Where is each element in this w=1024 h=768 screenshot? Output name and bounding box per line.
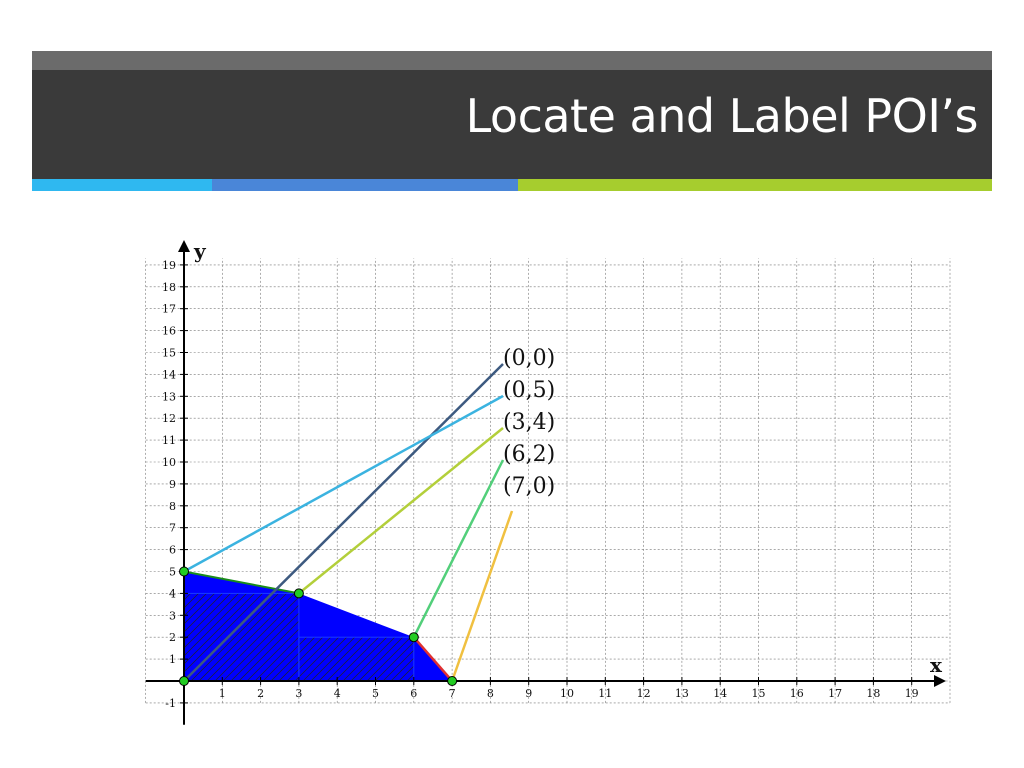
accent-bar-blue: [212, 179, 518, 191]
axes: xy: [145, 239, 946, 725]
y-tick-label: 5: [169, 566, 176, 579]
y-tick-label: 10: [162, 456, 176, 469]
point-label: (7,0): [503, 474, 555, 499]
point-label: (3,4): [503, 410, 555, 435]
x-tick-label: 13: [675, 687, 689, 700]
point-marker: [293, 588, 304, 599]
constraint-edge-right: [412, 636, 454, 682]
x-tick-label: 9: [525, 687, 532, 700]
y-tick-label: 6: [169, 544, 176, 557]
hatched-rect-left: [183, 592, 300, 682]
y-tick-label: 13: [162, 390, 176, 403]
x-tick-label: 3: [295, 687, 302, 700]
y-tick-label: 2: [169, 631, 176, 644]
y-tick-label: 14: [162, 368, 176, 381]
y-tick-label: 8: [169, 500, 176, 513]
leader-line: [412, 459, 505, 638]
y-tick-label: 19: [162, 259, 176, 272]
hatched-rect-right: [298, 636, 415, 682]
accent-bar-green: [518, 179, 992, 191]
slide-title: Locate and Label POI’s: [465, 89, 979, 143]
x-tick-label: 8: [487, 687, 494, 700]
y-tick-label: 7: [169, 522, 176, 535]
accent-bar-cyan: [32, 179, 212, 191]
y-tick-label: 17: [162, 303, 176, 316]
y-tick-label: 9: [169, 478, 176, 491]
x-tick-label: 10: [560, 687, 574, 700]
y-tick-label: 3: [169, 609, 176, 622]
constraint-edge-top: [183, 570, 300, 595]
y-tick-label: 1: [169, 653, 176, 666]
point-labels: (0,0) (0,5) (3,4) (6,2) (7,0): [503, 346, 555, 499]
x-tick-label: 15: [752, 687, 766, 700]
x-tick-label: 5: [372, 687, 379, 700]
x-tick-label: 12: [637, 687, 651, 700]
y-axis-arrow: [178, 240, 190, 252]
y-axis-label: y: [193, 239, 207, 263]
x-tick-label: 17: [828, 687, 842, 700]
leader-line: [298, 427, 504, 595]
y-tick-label: 12: [162, 412, 176, 425]
point-label: (6,2): [503, 442, 555, 467]
x-tick-label: 2: [257, 687, 264, 700]
y-tick-label: 18: [162, 281, 176, 294]
x-axis-arrow: [934, 675, 946, 687]
x-tick-label: 11: [598, 687, 612, 700]
y-tick-label: 16: [162, 325, 176, 338]
leader-line: [450, 510, 514, 682]
leader-lines: [183, 363, 514, 682]
x-axis-label: x: [930, 653, 943, 677]
point-label: (0,0): [503, 346, 555, 371]
feasible-region: [183, 570, 454, 682]
y-tick-label: 11: [162, 434, 176, 447]
points-of-interest: [179, 566, 458, 686]
x-tick-label: 16: [790, 687, 804, 700]
leader-line: [183, 394, 504, 573]
point-marker: [408, 632, 419, 643]
point-marker: [179, 566, 189, 577]
x-tick-label: 14: [713, 687, 727, 700]
tick-labels: 1 2 3 4 5 6 7 8 9 10 11 12 13 14 15 16 17 18 19-1123456789…: [162, 259, 919, 710]
point-marker: [179, 676, 189, 686]
x-tick-label: 6: [410, 687, 417, 700]
x-tick-label: 18: [866, 687, 880, 700]
point-marker: [447, 676, 458, 686]
y-tick-label: 4: [169, 587, 176, 600]
y-tick-label: 15: [162, 347, 176, 360]
x-tick-label: 7: [449, 687, 456, 700]
leader-line: [183, 363, 504, 682]
slide-header: Locate and Label POI’s: [32, 51, 992, 179]
header-top-band: [32, 51, 992, 70]
x-tick-label: 1: [219, 687, 226, 700]
x-tick-label: 19: [905, 687, 919, 700]
y-tick-label: -1: [165, 697, 176, 710]
x-tick-label: 4: [334, 687, 341, 700]
point-label: (0,5): [503, 378, 555, 403]
